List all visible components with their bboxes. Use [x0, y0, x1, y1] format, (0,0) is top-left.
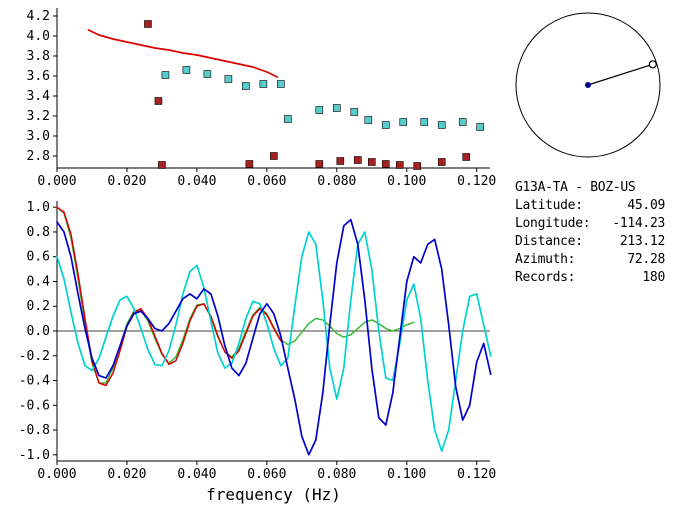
y-tick-label: -0.2	[19, 349, 50, 364]
rejected-measurements-point	[336, 157, 345, 165]
y-tick-label: -0.6	[19, 398, 50, 413]
accepted-measurements-point	[277, 80, 285, 88]
info-row-azimuth: Azimuth: 72.28	[515, 251, 665, 269]
x-tick-label: 0.120	[457, 174, 496, 189]
y-tick-label: 0.8	[27, 225, 50, 240]
x-tick-label: 0.080	[317, 467, 356, 482]
rejected-measurements-point	[395, 161, 404, 169]
waveform-cyan	[56, 231, 492, 452]
x-tick-label: 0.040	[177, 174, 216, 189]
accepted-measurements-point	[259, 80, 268, 88]
info-row-longitude: Longitude: -114.23	[515, 215, 665, 233]
x-tick-label: 0.000	[37, 467, 76, 482]
waveform-chart: 0.000 0.020 0.040 0.060 0.080 0.100 0.120 1.0 0.…	[19, 200, 497, 504]
info-label: Records:	[515, 270, 576, 285]
info-row-distance: Distance: 213.12	[515, 233, 665, 251]
accepted-measurements-point	[437, 121, 446, 129]
y-tick-label: -0.4	[19, 374, 50, 389]
accepted-measurements-point	[224, 75, 233, 83]
rejected-measurements-point	[462, 153, 471, 161]
station-pair-title: G13A-TA - BOZ-US	[515, 180, 636, 195]
info-row-latitude: Latitude: 45.09	[515, 197, 665, 215]
rejected-measurements-point	[315, 160, 324, 168]
info-value: 180	[642, 270, 665, 285]
x-tick-label: 0.100	[387, 174, 426, 189]
accepted-measurements-point	[476, 123, 485, 131]
accepted-measurements-point	[399, 118, 408, 126]
accepted-measurements-point	[161, 71, 170, 79]
info-value: -114.23	[612, 216, 665, 231]
accepted-measurements-point	[315, 106, 324, 114]
y-tick-label: 3.0	[27, 129, 50, 144]
accepted-measurements-point	[458, 118, 467, 126]
y-tick-label: -1.0	[19, 448, 50, 463]
y-tick-label: -0.8	[19, 423, 50, 438]
dial-ring	[515, 12, 661, 158]
x-tick-label: 0.100	[387, 467, 426, 482]
x-tick-label: 0.000	[37, 174, 76, 189]
x-tick-label: 0.040	[177, 467, 216, 482]
y-tick-label: 4.2	[27, 9, 50, 24]
y-tick-label: 1.0	[27, 200, 50, 215]
accepted-measurements-point	[350, 108, 359, 116]
center-dot	[585, 82, 591, 88]
waveform-blue	[56, 218, 492, 456]
info-row-records: Records: 180	[515, 269, 665, 287]
y-tick-label: 0.4	[27, 274, 51, 289]
accepted-measurements-point	[242, 82, 250, 90]
y-tick-label: 0.0	[27, 324, 50, 339]
x-tick-label: 0.060	[247, 467, 286, 482]
rejected-measurements-point	[353, 156, 362, 164]
rejected-measurements-point	[437, 158, 446, 166]
y-tick-label: 3.6	[27, 69, 50, 84]
station-info-panel: G13A-TA - BOZ-US Latitude: 45.09 Longitu…	[515, 179, 665, 287]
x-tick-label: 0.020	[107, 467, 146, 482]
accepted-measurements-point	[364, 116, 373, 124]
rejected-measurements-point	[158, 161, 166, 169]
y-tick-label: 3.4	[27, 89, 51, 104]
accepted-measurements-point	[284, 115, 292, 123]
x-axis-title: frequency (Hz)	[206, 485, 341, 504]
y-tick-label: 0.2	[27, 299, 50, 314]
rejected-measurements-point	[154, 97, 163, 105]
rejected-measurements-point	[367, 158, 376, 166]
y-tick-label: 3.2	[27, 109, 50, 124]
dispersion-chart: 0.000 0.020 0.040 0.060 0.080 0.100 0.120 2.8 3.…	[27, 8, 496, 189]
reference-dispersion-curve	[87, 29, 279, 78]
info-label: Distance:	[515, 234, 583, 249]
rejected-measurements-point	[245, 160, 254, 168]
x-tick-label: 0.080	[317, 174, 356, 189]
info-label: Latitude:	[515, 198, 583, 213]
rejected-measurements-point	[270, 152, 278, 160]
info-label: Longitude:	[515, 216, 591, 231]
x-tick-label: 0.020	[107, 174, 146, 189]
x-tick-label: 0.060	[247, 174, 286, 189]
accepted-measurements-point	[182, 66, 191, 74]
info-label: Azimuth:	[515, 252, 576, 267]
y-tick-label: 0.6	[27, 250, 50, 265]
accepted-measurements-point	[203, 70, 212, 78]
rejected-measurements-point	[381, 160, 390, 168]
accepted-measurements-point	[420, 118, 429, 126]
station-marker	[648, 60, 657, 69]
rejected-measurements-point	[413, 162, 422, 170]
azimuth-dial	[515, 12, 661, 158]
rejected-measurements-point	[144, 20, 152, 28]
waveform-green	[56, 206, 415, 384]
info-value: 72.28	[627, 252, 665, 267]
info-value: 213.12	[619, 234, 665, 249]
y-tick-label: 3.8	[27, 49, 50, 64]
x-tick-label: 0.120	[457, 467, 496, 482]
y-tick-label: 2.8	[27, 149, 50, 164]
accepted-measurements-point	[381, 121, 390, 129]
y-tick-label: 4.0	[27, 29, 50, 44]
azimuth-line	[587, 63, 653, 86]
accepted-measurements-point	[333, 104, 341, 112]
info-value: 45.09	[627, 198, 665, 213]
